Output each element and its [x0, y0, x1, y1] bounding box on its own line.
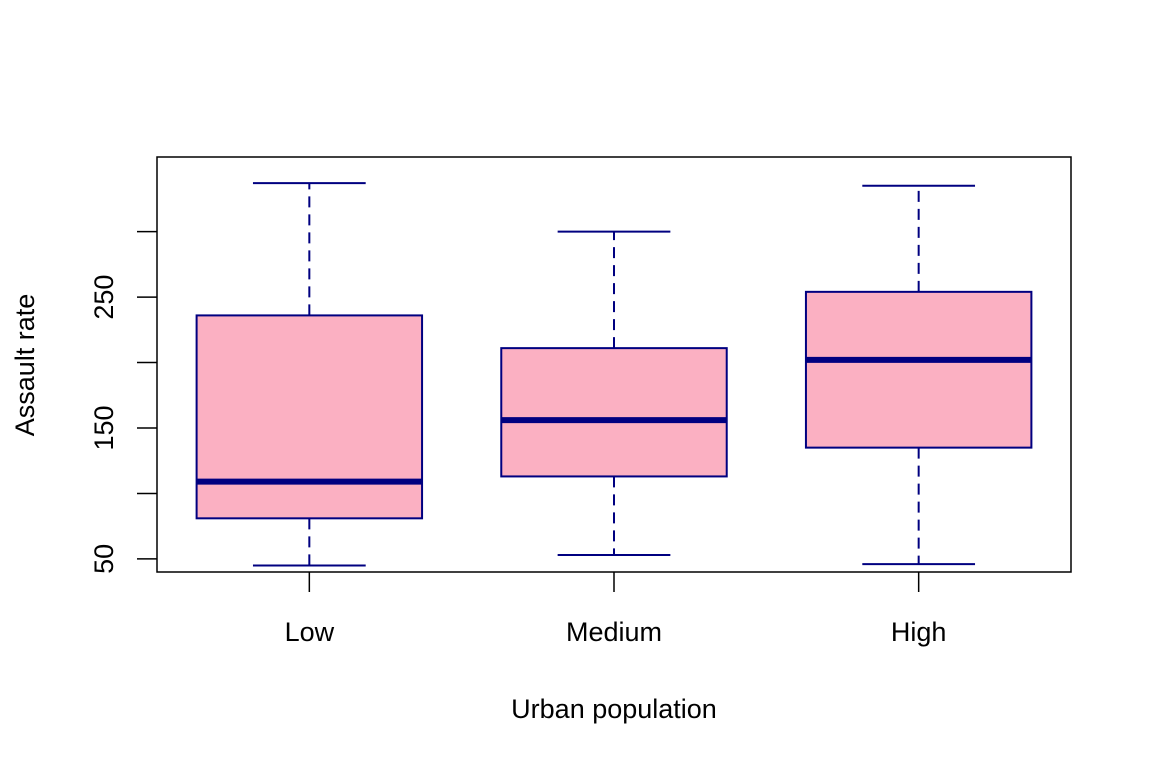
y-axis-label: Assault rate [10, 294, 40, 437]
boxes-group [195, 182, 1033, 567]
x-tick-label: Low [285, 617, 335, 647]
box-low [195, 182, 424, 567]
iqr-box [195, 314, 424, 520]
x-tick-label: High [891, 617, 947, 647]
box-medium [500, 230, 728, 556]
x-axis-label: Urban population [511, 694, 717, 724]
y-tick-label: 250 [89, 275, 119, 320]
y-tick-label: 150 [89, 405, 119, 450]
x-axis: Low Medium High [285, 572, 947, 647]
y-axis: 50 150 250 [89, 230, 157, 574]
x-tick-label: Medium [566, 617, 662, 647]
box-high [804, 184, 1033, 566]
y-tick-label: 50 [89, 544, 119, 574]
iqr-box [500, 347, 728, 478]
iqr-box [804, 290, 1033, 449]
